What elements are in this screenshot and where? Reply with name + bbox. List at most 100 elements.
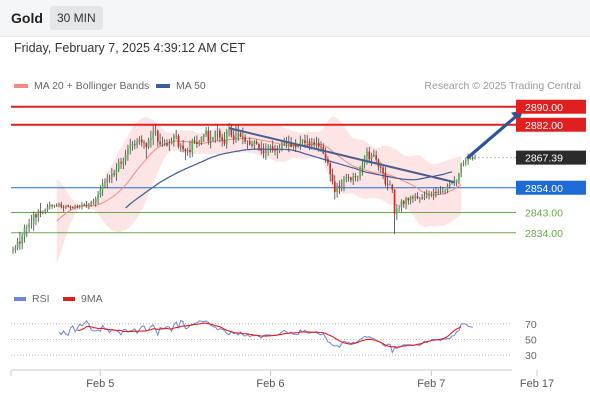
candle-body bbox=[161, 143, 164, 145]
candle-body bbox=[12, 249, 14, 251]
candle bbox=[299, 135, 302, 151]
candle-body bbox=[248, 141, 251, 145]
candle bbox=[331, 168, 334, 185]
candle-body bbox=[386, 184, 389, 185]
candle bbox=[214, 130, 217, 143]
candle bbox=[221, 133, 223, 147]
candle-body bbox=[400, 201, 403, 208]
candle bbox=[340, 179, 343, 192]
candle bbox=[58, 202, 60, 208]
bollinger-bands bbox=[56, 116, 462, 264]
level-labels: 2890.00 2882.00 2867.39 2854.00 2843.00 2834.… bbox=[516, 99, 586, 240]
candle bbox=[345, 173, 348, 183]
candle bbox=[145, 142, 148, 159]
candle-body bbox=[230, 129, 233, 136]
pivot-label-bg bbox=[516, 180, 586, 195]
candle-body bbox=[228, 129, 230, 131]
candle-body bbox=[462, 162, 465, 164]
candle-body bbox=[39, 210, 42, 213]
candle bbox=[294, 139, 297, 152]
candle bbox=[455, 179, 458, 187]
candle-body bbox=[48, 205, 51, 207]
candle bbox=[361, 158, 364, 176]
candle-body bbox=[113, 173, 115, 175]
candle-body bbox=[108, 177, 111, 179]
candle-body bbox=[88, 205, 90, 206]
candle bbox=[391, 183, 394, 193]
candle bbox=[191, 138, 194, 157]
candle bbox=[432, 188, 435, 200]
candle bbox=[177, 133, 180, 149]
candle bbox=[113, 169, 115, 177]
candle bbox=[198, 139, 200, 147]
candle bbox=[53, 204, 56, 208]
trendline bbox=[228, 127, 455, 184]
candle bbox=[69, 205, 72, 211]
candle bbox=[396, 204, 398, 221]
candle bbox=[189, 140, 191, 159]
candle-body bbox=[85, 205, 88, 206]
candle bbox=[267, 144, 269, 156]
candle-body bbox=[308, 141, 311, 146]
candle bbox=[313, 138, 315, 148]
candle bbox=[246, 140, 249, 150]
candle bbox=[232, 130, 235, 145]
candle bbox=[186, 147, 189, 156]
candle-body bbox=[186, 149, 189, 152]
candle bbox=[127, 144, 129, 161]
candle bbox=[83, 203, 86, 207]
candle bbox=[12, 246, 14, 254]
candle bbox=[400, 199, 403, 212]
candle bbox=[347, 174, 350, 182]
candle-body bbox=[168, 143, 171, 146]
candle bbox=[202, 133, 205, 143]
candle bbox=[65, 204, 67, 210]
candle-body bbox=[407, 198, 410, 201]
candle bbox=[32, 211, 35, 231]
candle bbox=[428, 190, 430, 200]
candle-body bbox=[405, 198, 407, 204]
candle-body bbox=[294, 144, 297, 148]
candle-body bbox=[124, 154, 127, 161]
candle-body bbox=[58, 204, 60, 206]
candle bbox=[205, 127, 207, 138]
candle-body bbox=[297, 145, 299, 148]
projection-arrow bbox=[466, 115, 517, 159]
candle bbox=[338, 180, 341, 195]
candle bbox=[458, 172, 460, 185]
candle-body bbox=[60, 204, 63, 208]
candle bbox=[115, 163, 118, 181]
candle-body bbox=[354, 176, 357, 178]
candle bbox=[421, 194, 423, 200]
candle-body bbox=[283, 142, 286, 144]
candle-body bbox=[324, 153, 327, 159]
candle-body bbox=[336, 185, 338, 193]
level-lines bbox=[11, 105, 516, 234]
candle-body bbox=[19, 241, 21, 244]
candle bbox=[460, 162, 463, 178]
candle bbox=[147, 137, 150, 150]
candle bbox=[327, 156, 329, 166]
candle bbox=[182, 140, 184, 153]
candle-body bbox=[267, 149, 269, 151]
last-price-label-bg bbox=[516, 150, 586, 165]
candle bbox=[471, 155, 474, 161]
candle bbox=[235, 125, 237, 143]
candle bbox=[382, 164, 384, 180]
candle-body bbox=[274, 150, 276, 152]
candle bbox=[255, 139, 258, 145]
candle-body bbox=[258, 143, 260, 149]
candle-body bbox=[223, 140, 226, 144]
candle bbox=[42, 210, 44, 215]
timeframe-badge[interactable]: 30 MIN bbox=[50, 6, 103, 30]
candle-body bbox=[94, 199, 97, 203]
candle-body bbox=[179, 145, 182, 147]
candle-body bbox=[393, 189, 396, 214]
candle-body bbox=[221, 137, 223, 141]
candle-body bbox=[242, 136, 244, 138]
candle-body bbox=[76, 206, 79, 208]
candle-body bbox=[83, 204, 86, 206]
candle-body bbox=[467, 159, 469, 161]
rsi-level-label: 70 bbox=[525, 319, 537, 331]
